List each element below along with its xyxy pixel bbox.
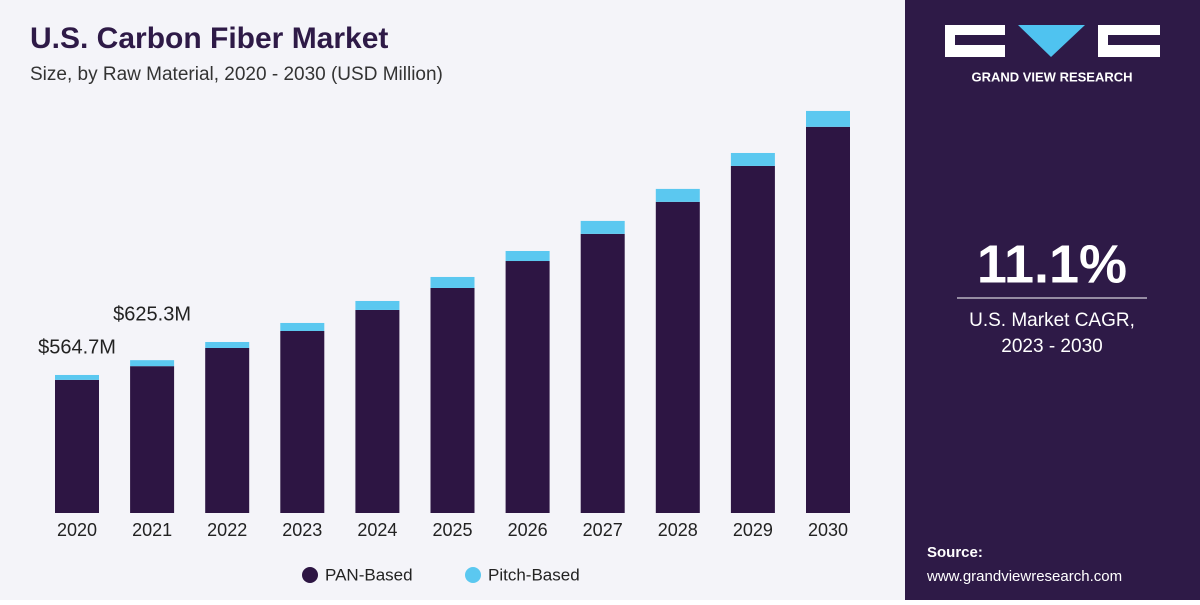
bar-segment <box>55 379 99 513</box>
bar-segment <box>55 374 99 380</box>
bar-segment <box>355 309 400 513</box>
bar-segment <box>580 220 625 234</box>
bar-segment <box>355 300 400 310</box>
x-tick-label: 2024 <box>357 520 397 540</box>
bar-segment <box>280 322 325 331</box>
legend-marker <box>302 567 318 583</box>
bar-segment <box>730 165 775 513</box>
bar-segment <box>130 360 175 367</box>
bar-segment <box>130 366 175 513</box>
bar-segment <box>430 287 475 513</box>
cagr-period: 2023 - 2030 <box>1001 336 1102 357</box>
chart-title: U.S. Carbon Fiber Market <box>30 22 388 55</box>
side-panel <box>905 0 1200 600</box>
x-tick-label: 2022 <box>207 520 247 540</box>
bar-segment <box>655 188 700 202</box>
bar-segment <box>205 341 250 348</box>
bar-segment <box>430 276 475 288</box>
legend-label: Pitch-Based <box>488 565 580 584</box>
chart-subtitle: Size, by Raw Material, 2020 - 2030 (USD … <box>30 64 443 85</box>
bar-segment <box>505 250 550 262</box>
logo: GRAND VIEW RESEARCH <box>945 25 1160 84</box>
cagr-value: 11.1% <box>977 234 1127 294</box>
logo-text: GRAND VIEW RESEARCH <box>971 69 1132 84</box>
x-tick-label: 2028 <box>658 520 698 540</box>
cagr-label: U.S. Market CAGR, <box>969 310 1135 331</box>
x-tick-label: 2020 <box>57 520 97 540</box>
bar-segment <box>580 233 625 513</box>
annotation: $625.3M <box>113 303 191 325</box>
x-tick-label: 2021 <box>132 520 172 540</box>
bar-segment <box>205 347 250 513</box>
bar-segment <box>280 330 325 513</box>
logo-block <box>1108 35 1160 45</box>
logo-triangle <box>1018 25 1085 57</box>
x-tick-label: 2026 <box>508 520 548 540</box>
x-tick-label: 2027 <box>583 520 623 540</box>
bar-segment <box>806 110 850 127</box>
bar-segment <box>505 261 550 513</box>
x-tick-label: 2030 <box>808 520 848 540</box>
bar-segment <box>806 126 850 514</box>
bar-segment <box>655 201 700 513</box>
source-url: www.grandviewresearch.com <box>926 568 1122 585</box>
x-tick-label: 2025 <box>432 520 472 540</box>
legend-marker <box>465 567 481 583</box>
logo-block <box>955 35 1005 45</box>
x-tick-label: 2029 <box>733 520 773 540</box>
annotation: $564.7M <box>38 336 116 358</box>
legend-label: PAN-Based <box>325 565 413 584</box>
source-label: Source: <box>927 544 983 561</box>
x-tick-label: 2023 <box>282 520 322 540</box>
bar-segment <box>730 152 775 166</box>
